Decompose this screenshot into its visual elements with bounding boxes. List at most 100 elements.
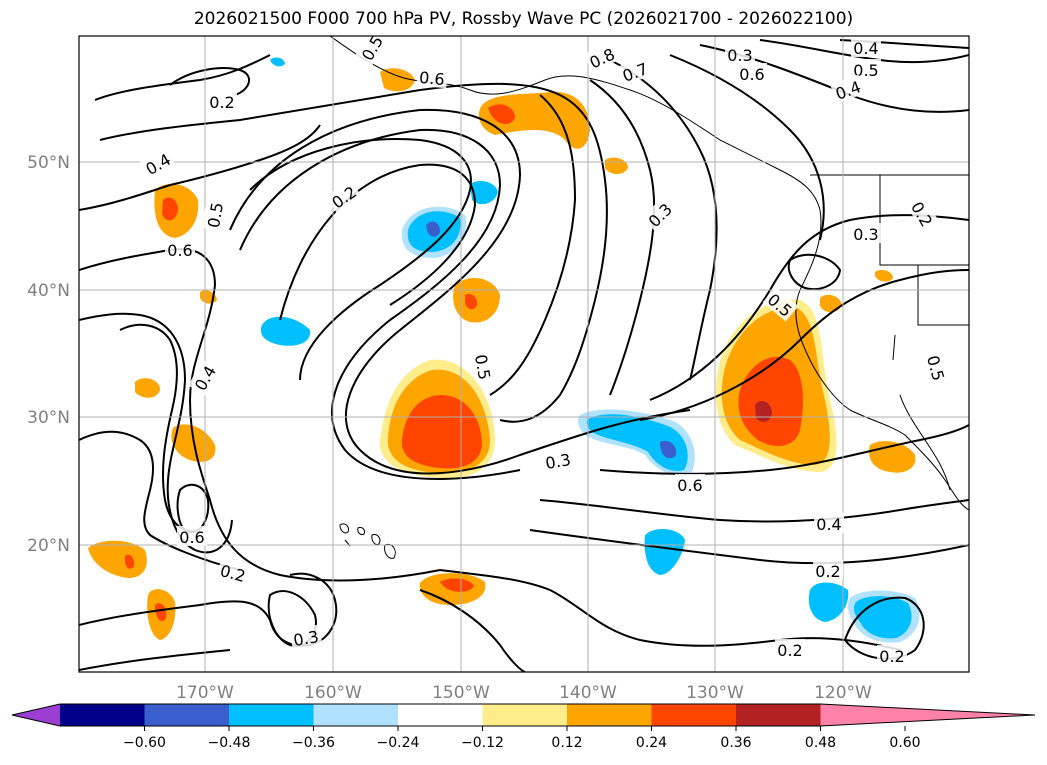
colorbar: −0.60 −0.48 −0.36 −0.24 −0.12 0.12 0.24 0.36 0.4… bbox=[11, 703, 1036, 751]
contour-label: 0.6 bbox=[416, 65, 448, 89]
lat-label-40n: 40°N bbox=[27, 281, 70, 301]
colorbar-segment bbox=[144, 704, 230, 726]
contour-label-background bbox=[775, 639, 805, 659]
contour-label-background bbox=[814, 513, 844, 533]
contour-label: 0.6 bbox=[177, 526, 207, 547]
contour-label: 0.2 bbox=[906, 195, 940, 232]
contour-label: 0.2 bbox=[207, 91, 237, 112]
colorbar-segment bbox=[736, 704, 821, 726]
contour-label: 0.5 bbox=[851, 59, 881, 80]
contour-label-background bbox=[851, 59, 881, 79]
contour-label: 0.2 bbox=[775, 639, 805, 660]
contour-label: 0.5 bbox=[923, 350, 951, 385]
contour-label-background bbox=[762, 286, 799, 322]
contour-label-background bbox=[207, 91, 237, 111]
contour-label: 0.6 bbox=[165, 239, 195, 260]
contour-label: 0.2 bbox=[877, 645, 907, 666]
contour-label-text: 0.3 bbox=[853, 225, 878, 244]
contour-label-text: 0.3 bbox=[544, 450, 572, 473]
colorbar-segment bbox=[60, 704, 145, 726]
longitude-axis: 170°W 160°W 150°W 140°W 130°W 120°W bbox=[176, 683, 872, 703]
lon-label-160w: 160°W bbox=[304, 683, 362, 703]
contour-label: 0.2 bbox=[216, 558, 251, 586]
hawaii-islands bbox=[339, 523, 396, 559]
contour-label: 0.6 bbox=[737, 63, 767, 84]
contour-label: 0.5 bbox=[354, 36, 388, 66]
colorbar-outline bbox=[11, 703, 1036, 727]
colorbar-tick-label: −0.24 bbox=[377, 735, 420, 751]
colorbar-segment bbox=[229, 704, 314, 726]
contour-label: 0.4 bbox=[139, 146, 176, 180]
contour-label: 0.3 bbox=[725, 44, 755, 65]
contour-label: 0.3 bbox=[541, 447, 575, 473]
contour-label-background bbox=[177, 526, 207, 546]
lat-label-30n: 30°N bbox=[27, 408, 70, 428]
colorbar-tick-label: 0.24 bbox=[636, 735, 667, 751]
contour-label-background bbox=[201, 198, 227, 232]
lon-label-120w: 120°W bbox=[814, 683, 872, 703]
colorbar-segment bbox=[482, 704, 568, 726]
contour-label: 0.4 bbox=[814, 513, 844, 534]
coastlines bbox=[329, 36, 969, 511]
contour-label: 0.3 bbox=[289, 624, 323, 650]
contour-label-background bbox=[354, 36, 388, 66]
contour-label: 0.7 bbox=[617, 56, 653, 86]
contour-label: 0.5 bbox=[762, 286, 799, 322]
contour-label: 0.2 bbox=[325, 179, 362, 213]
contour-label-text: 0.3 bbox=[727, 46, 752, 65]
colorbar-tick-label: −0.60 bbox=[123, 735, 166, 751]
contour-label-background bbox=[617, 56, 653, 86]
colorbar-tick-label: 0.48 bbox=[805, 735, 836, 751]
contour-label-text: 0.2 bbox=[815, 562, 840, 581]
contour-label: 0.5 bbox=[201, 198, 227, 232]
contour-label-background bbox=[187, 359, 221, 396]
contour-label-background bbox=[325, 179, 362, 213]
contour-label-background bbox=[165, 239, 195, 259]
contour-label-text: 0.4 bbox=[816, 515, 841, 534]
contour-label-text: 0.6 bbox=[677, 476, 702, 495]
contour-label-background bbox=[851, 223, 881, 243]
contour-label-background bbox=[877, 645, 907, 665]
colorbar-tick-label: −0.12 bbox=[461, 735, 504, 751]
colorbar-tick-label: −0.36 bbox=[292, 735, 335, 751]
map-title: 2026021500 F000 700 hPa PV, Rossby Wave … bbox=[193, 9, 854, 29]
lat-label-50n: 50°N bbox=[27, 153, 70, 173]
colorbar-tick-label: 0.36 bbox=[720, 735, 751, 751]
contour-label-background bbox=[830, 74, 866, 104]
contour-label-background bbox=[675, 474, 705, 494]
contour-label-text: 0.6 bbox=[179, 528, 204, 547]
contour-label-text: 0.5 bbox=[853, 61, 878, 80]
contour-label: 0.4 bbox=[851, 37, 881, 58]
colorbar-segment bbox=[313, 704, 399, 726]
contour-label-text: 0.5 bbox=[204, 201, 227, 229]
colorbar-tick-label: 0.12 bbox=[551, 735, 582, 751]
contour-label: 0.8 bbox=[583, 41, 620, 73]
contour-label-background bbox=[906, 195, 940, 232]
contour-label-text: 0.2 bbox=[879, 647, 904, 666]
contour-label-text: 0.3 bbox=[292, 627, 320, 650]
contour-label: 0.2 bbox=[813, 560, 843, 581]
colorbar-tick-label: −0.48 bbox=[208, 735, 251, 751]
contour-label-text: 0.6 bbox=[167, 241, 192, 260]
colorbar-extend-high bbox=[820, 704, 1035, 726]
contour-label-background bbox=[725, 44, 755, 64]
contour-label: 0.3 bbox=[851, 223, 881, 244]
lon-label-150w: 150°W bbox=[432, 683, 490, 703]
contour-label-background bbox=[541, 447, 575, 473]
shaded-regions bbox=[88, 57, 920, 643]
contour-label-background bbox=[813, 560, 843, 580]
contour-label-text: 0.2 bbox=[777, 641, 802, 660]
contour-label-background bbox=[139, 146, 176, 180]
shade-redorange bbox=[401, 395, 482, 469]
colorbar-segment bbox=[651, 704, 737, 726]
colorbar-extend-low bbox=[12, 704, 60, 726]
lat-label-20n: 20°N bbox=[27, 536, 70, 556]
lon-label-140w: 140°W bbox=[559, 683, 617, 703]
contour-label-background bbox=[851, 37, 881, 57]
contour-label-text: 0.6 bbox=[418, 68, 445, 89]
contour-label: 0.4 bbox=[187, 359, 221, 396]
contour-label-text: 0.3 bbox=[645, 200, 676, 231]
contour-label: 0.5 bbox=[471, 350, 497, 384]
colorbar-segment bbox=[567, 704, 652, 726]
plot-area: 0.5 0.80.70.30.60.40.6 0.50.40.20.40.50.20… bbox=[79, 36, 969, 672]
